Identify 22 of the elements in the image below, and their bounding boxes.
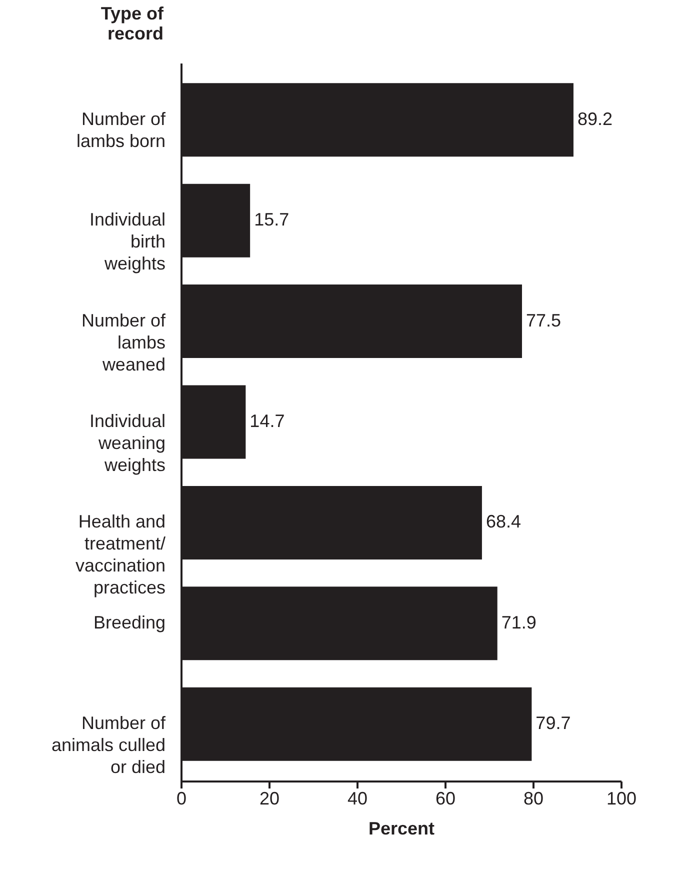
data-label: 68.4 bbox=[486, 512, 522, 532]
y-tick-label: Individual weaning weights bbox=[89, 411, 166, 475]
x-tick-label: 40 bbox=[347, 788, 368, 808]
x-tick-label: 20 bbox=[259, 788, 280, 808]
data-label: 77.5 bbox=[526, 310, 562, 330]
x-tick-label: 60 bbox=[435, 788, 456, 808]
y-tick-label: Number of lambs born bbox=[76, 108, 166, 151]
y-tick-label: Breeding bbox=[93, 612, 166, 632]
data-label: 14.7 bbox=[250, 411, 285, 431]
x-tick-label: 0 bbox=[176, 788, 187, 808]
data-label: 71.9 bbox=[501, 612, 536, 632]
y-tick-label: Number of lambs weaned bbox=[81, 310, 166, 374]
data-label: 15.7 bbox=[254, 210, 290, 230]
data-label: 89.2 bbox=[577, 108, 613, 129]
data-label: 79.7 bbox=[536, 713, 571, 734]
y-tick-label: Number of animals culled or died bbox=[51, 713, 166, 778]
x-tick-label: 80 bbox=[523, 788, 544, 808]
y-tick-label: Health and treatment/ vaccination practices bbox=[75, 512, 166, 598]
y-tick-label: Individual birth weights bbox=[89, 210, 166, 274]
y-axis-title: Type of record bbox=[100, 4, 164, 44]
x-axis-title: Percent bbox=[368, 818, 435, 838]
x-tick-label: 100 bbox=[606, 788, 637, 808]
